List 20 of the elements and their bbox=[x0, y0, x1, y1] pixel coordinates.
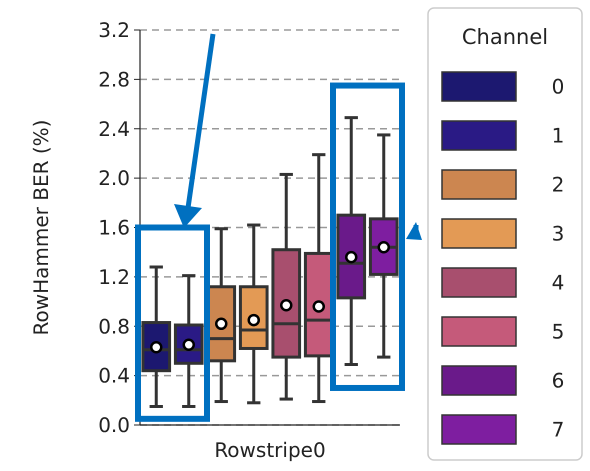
legend-label: 5 bbox=[552, 320, 564, 344]
legend-label: 7 bbox=[552, 418, 564, 442]
y-tick-label: 3.2 bbox=[98, 18, 130, 42]
legend-label: 6 bbox=[552, 368, 564, 392]
legend-label: 3 bbox=[552, 222, 564, 246]
y-tick-label: 0.4 bbox=[98, 364, 130, 388]
y-tick-label: 0.0 bbox=[98, 413, 130, 437]
legend-label: 0 bbox=[552, 74, 564, 98]
y-tick-label: 1.2 bbox=[98, 264, 130, 289]
legend-label: 2 bbox=[552, 172, 564, 196]
y-axis-title: RowHammer BER (%) bbox=[29, 120, 53, 336]
y-tick-label: 2.8 bbox=[98, 67, 130, 92]
y-tick-label: 0.8 bbox=[98, 314, 130, 338]
legend-title: Channel bbox=[462, 25, 548, 49]
x-axis-title: Rowstripe0 bbox=[214, 438, 326, 462]
legend-label: 4 bbox=[552, 270, 564, 294]
legend-label: 1 bbox=[552, 124, 564, 148]
y-tick-label: 2.0 bbox=[98, 166, 130, 190]
y-tick-label: 2.4 bbox=[98, 116, 130, 141]
y-tick-label: 1.6 bbox=[98, 216, 130, 240]
